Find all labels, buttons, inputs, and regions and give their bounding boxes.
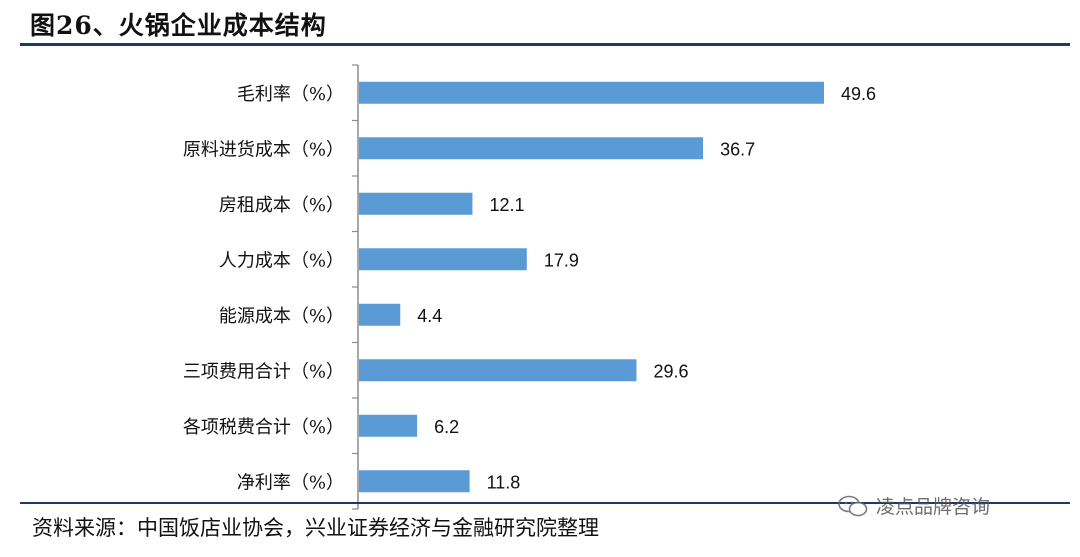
value-label: 36.7 (720, 139, 755, 159)
watermark-text: 凌点品牌咨询 (876, 496, 991, 518)
value-label: 12.1 (489, 195, 524, 215)
chat-bubble-icon (838, 495, 868, 516)
chart-title: 图26、火锅企业成本结构 (30, 11, 327, 40)
bar (359, 414, 418, 437)
bar (359, 81, 824, 104)
category-label: 原料进货成本（%） (183, 139, 344, 160)
value-label: 49.6 (841, 84, 876, 104)
value-label: 6.2 (434, 417, 459, 437)
category-label: 人力成本（%） (219, 250, 344, 271)
title-divider (20, 43, 1070, 46)
category-label: 毛利率（%） (237, 84, 344, 105)
category-label: 净利率（%） (237, 472, 344, 493)
bar (359, 470, 470, 493)
category-label: 能源成本（%） (219, 306, 344, 327)
category-label: 各项税费合计（%） (183, 417, 344, 438)
category-label: 房租成本（%） (219, 195, 344, 216)
bar (359, 359, 637, 382)
value-label: 4.4 (417, 306, 442, 326)
source-note: 资料来源：中国饭店业协会，兴业证券经济与金融研究院整理 (32, 516, 599, 540)
value-label: 29.6 (654, 361, 689, 381)
footer-divider (20, 502, 1070, 504)
bar (359, 137, 704, 160)
value-label: 17.9 (544, 250, 579, 270)
bar (359, 303, 401, 326)
value-label: 11.8 (487, 472, 521, 492)
bar (359, 192, 473, 215)
watermark: 凌点品牌咨询 (838, 492, 990, 519)
bar (359, 248, 527, 271)
category-label: 三项费用合计（%） (183, 361, 344, 382)
